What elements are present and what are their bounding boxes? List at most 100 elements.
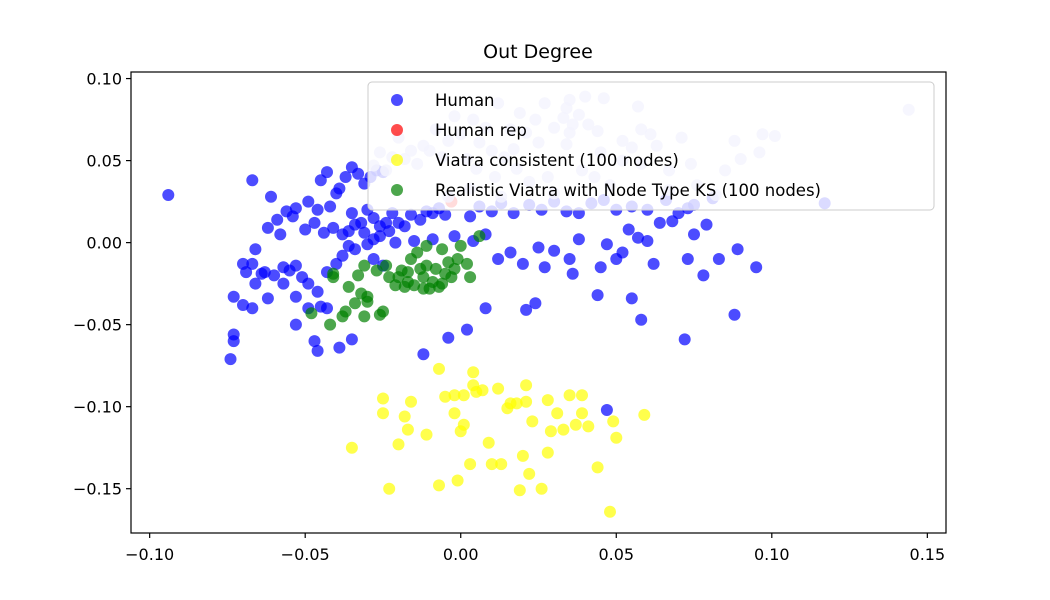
y-tick-label: 0.05 <box>86 152 122 171</box>
data-point <box>485 458 498 471</box>
data-point <box>311 285 324 298</box>
y-tick-label: −0.05 <box>73 316 122 335</box>
data-point <box>520 395 533 408</box>
data-point <box>345 441 358 454</box>
data-point <box>492 253 505 265</box>
data-point <box>700 218 713 231</box>
data-point <box>569 418 582 431</box>
data-point <box>377 392 389 405</box>
x-tick-label: 0.10 <box>754 545 790 564</box>
data-point <box>516 257 529 270</box>
data-point <box>317 226 330 239</box>
data-point <box>476 384 489 397</box>
data-point <box>541 394 554 407</box>
data-point <box>591 289 604 302</box>
series-2 <box>345 362 651 518</box>
data-point <box>461 323 473 336</box>
data-point <box>688 228 700 241</box>
x-tick-label: 0.05 <box>598 545 634 564</box>
x-tick-label: 0.15 <box>910 545 946 564</box>
y-tick-label: −0.10 <box>73 398 122 417</box>
data-point <box>361 295 374 308</box>
data-point <box>510 397 523 410</box>
data-point <box>401 266 414 279</box>
data-point <box>457 418 470 431</box>
data-point <box>224 353 237 366</box>
data-point <box>520 379 533 392</box>
data-point <box>162 189 175 201</box>
data-point <box>373 230 386 243</box>
data-point <box>308 216 321 229</box>
data-point <box>367 212 380 224</box>
data-point <box>302 195 315 208</box>
data-point <box>345 333 358 346</box>
data-point <box>436 243 449 256</box>
data-point <box>591 461 604 474</box>
data-point <box>529 297 542 310</box>
legend-box <box>367 81 935 211</box>
data-point <box>448 407 461 420</box>
legend-marker <box>391 154 403 166</box>
data-point <box>336 249 349 262</box>
data-point <box>678 333 691 346</box>
data-point <box>541 446 554 459</box>
data-point <box>464 210 477 223</box>
legend-label: Viatra consistent (100 nodes) <box>435 151 679 170</box>
data-point <box>666 215 679 228</box>
data-point <box>417 348 430 361</box>
data-point <box>557 423 570 436</box>
data-point <box>548 244 561 257</box>
data-point <box>731 243 744 256</box>
y-tick-label: 0.10 <box>86 70 122 89</box>
data-point <box>632 231 644 244</box>
data-point <box>271 213 284 226</box>
data-point <box>240 266 253 279</box>
data-point <box>622 223 635 236</box>
data-point <box>345 207 358 220</box>
data-point <box>308 335 321 348</box>
data-point <box>464 458 477 471</box>
data-point <box>492 382 505 395</box>
data-point <box>324 200 337 213</box>
data-point <box>246 302 259 315</box>
data-point <box>479 302 492 315</box>
data-point <box>504 246 517 259</box>
data-point <box>448 262 461 275</box>
data-point <box>482 436 495 449</box>
y-axis: −0.15 −0.10 −0.05 0.00 0.05 0.10 <box>73 70 131 499</box>
legend-marker <box>391 184 403 196</box>
data-point <box>268 269 281 282</box>
data-point <box>352 167 365 180</box>
data-point <box>625 292 638 305</box>
legend-marker <box>391 124 403 136</box>
data-point <box>414 213 427 226</box>
data-point <box>712 253 725 265</box>
data-point <box>532 241 545 254</box>
data-point <box>436 277 449 290</box>
data-point <box>377 305 389 318</box>
data-point <box>383 225 396 238</box>
data-point <box>551 407 564 420</box>
data-point <box>535 482 548 495</box>
data-point <box>576 407 588 420</box>
x-tick-label: −0.05 <box>281 545 330 564</box>
x-axis: −0.10 −0.05 0.00 0.05 0.10 0.15 <box>125 533 945 564</box>
data-point <box>246 174 259 187</box>
data-point <box>349 243 361 256</box>
series-3 <box>305 230 486 331</box>
data-point <box>261 292 274 305</box>
data-point <box>299 223 312 236</box>
data-point <box>516 449 529 462</box>
data-point <box>544 425 557 438</box>
data-point <box>600 238 613 251</box>
data-point <box>429 262 442 275</box>
data-point <box>258 266 271 279</box>
data-point <box>237 299 249 311</box>
data-point <box>448 230 461 243</box>
x-tick-label: 0.00 <box>443 545 479 564</box>
data-point <box>610 431 623 444</box>
data-point <box>457 389 470 402</box>
data-point <box>576 389 588 402</box>
data-point <box>333 341 346 354</box>
data-point <box>361 238 374 251</box>
